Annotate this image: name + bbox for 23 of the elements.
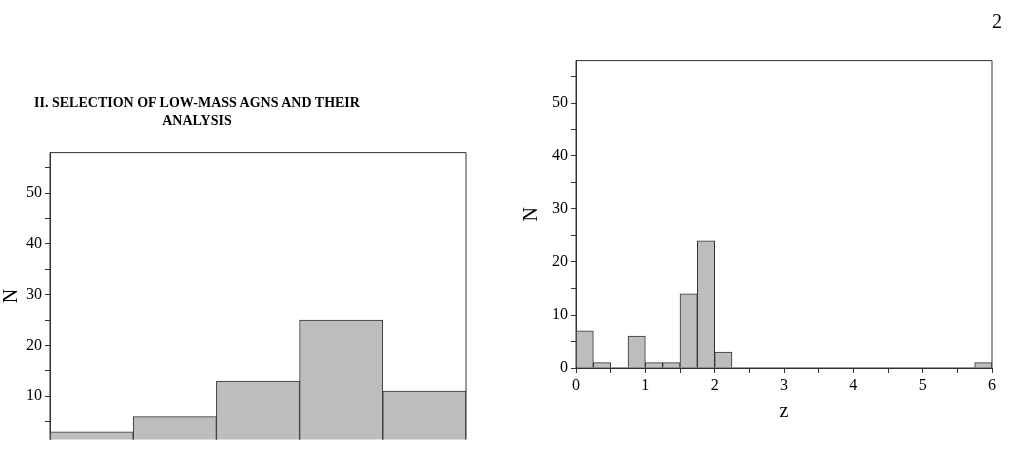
y-tick-label: 50: [26, 183, 42, 201]
y-tick-label: 40: [26, 234, 42, 252]
x-tick-label: 3: [780, 375, 788, 393]
text: 2: [992, 10, 1002, 33]
chart-title: II. SELECTION OF LOW-MASS AGNS AND THEIR ANALYSIS: [33, 94, 361, 130]
y-tick-label: 10: [552, 305, 568, 323]
x-tick-label: 2: [710, 375, 719, 393]
y-axis-title: N: [519, 207, 542, 222]
x-tick-label: 6: [988, 375, 996, 393]
y-tick-label: 30: [552, 199, 568, 217]
x-tick-label: 5: [918, 375, 927, 393]
x-tick-label: 1: [641, 375, 650, 393]
x-axis-title: z: [779, 399, 789, 422]
y-tick-label: 30: [26, 284, 42, 302]
y-tick-label: 50: [552, 93, 568, 111]
x-tick-label: 4: [849, 375, 858, 393]
y-tick-label: 10: [26, 386, 42, 404]
y-tick-label: 20: [552, 252, 568, 270]
y-axis-title: N: [0, 288, 22, 304]
y-tick-label: 0: [560, 358, 568, 376]
y-tick-label: 40: [552, 146, 568, 164]
y-tick-label: 20: [26, 335, 42, 353]
x-tick-label: 0: [572, 375, 580, 393]
